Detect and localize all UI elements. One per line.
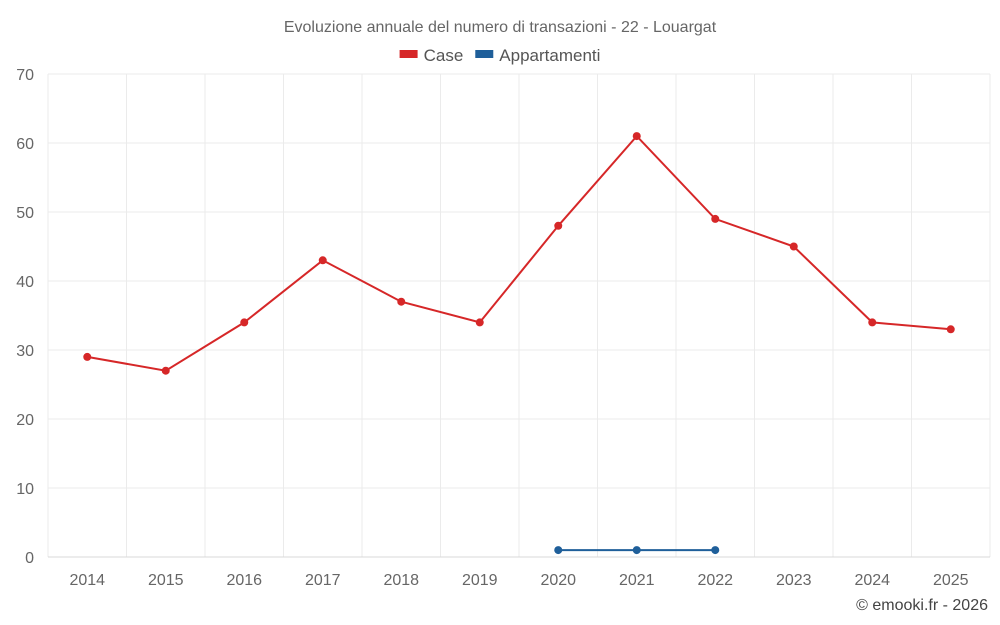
chart-title: Evoluzione annuale del numero di transaz… <box>284 19 717 36</box>
data-point[interactable] <box>83 352 92 361</box>
y-tick-label: 10 <box>16 481 34 498</box>
legend-swatch <box>399 50 418 58</box>
y-tick-label: 70 <box>16 67 34 84</box>
y-tick-label: 30 <box>16 343 34 360</box>
y-axis-ticks: 0 10 20 30 40 50 60 70 <box>16 67 34 567</box>
data-point[interactable] <box>318 256 327 265</box>
data-point[interactable] <box>554 221 563 230</box>
data-point[interactable] <box>632 546 641 555</box>
data-point[interactable] <box>946 325 955 334</box>
y-tick-label: 60 <box>16 136 34 153</box>
x-tick-label: 2020 <box>540 572 576 589</box>
series-line <box>87 134 951 372</box>
data-point[interactable] <box>554 546 563 555</box>
x-tick-label: 2025 <box>933 572 969 589</box>
series-group <box>83 132 955 555</box>
credit-text: © emooki.fr - 2026 <box>856 597 988 614</box>
data-point[interactable] <box>789 242 798 251</box>
y-tick-label: 0 <box>25 550 34 567</box>
y-tick-label: 40 <box>16 274 34 291</box>
x-tick-label: 2021 <box>619 572 655 589</box>
series-1 <box>83 132 955 375</box>
data-point[interactable] <box>475 318 484 327</box>
x-tick-label: 2023 <box>776 572 812 589</box>
x-tick-label: 2024 <box>854 572 890 589</box>
data-point[interactable] <box>711 214 720 223</box>
y-tick-label: 20 <box>16 412 34 429</box>
x-tick-label: 2016 <box>226 572 262 589</box>
x-tick-label: 2015 <box>148 572 184 589</box>
x-tick-label: 2019 <box>462 572 498 589</box>
x-axis-ticks: 2014 2015 2016 2017 2018 2019 2020 2021 2022 2023… <box>69 572 968 589</box>
data-point[interactable] <box>868 318 877 327</box>
x-gridlines <box>47 74 991 557</box>
x-tick-label: 2017 <box>305 572 341 589</box>
x-tick-label: 2018 <box>383 572 419 589</box>
legend: Case Appartamenti <box>399 46 600 65</box>
y-tick-label: 50 <box>16 205 34 222</box>
x-tick-label: 2014 <box>69 572 105 589</box>
data-point[interactable] <box>397 297 406 306</box>
legend-label: Case <box>424 46 464 65</box>
data-point[interactable] <box>632 132 641 141</box>
data-point[interactable] <box>240 318 249 327</box>
data-point[interactable] <box>711 546 720 555</box>
series-2 <box>554 546 720 555</box>
data-point[interactable] <box>161 366 170 375</box>
legend-label: Appartamenti <box>499 46 600 65</box>
legend-swatch <box>475 50 494 58</box>
x-tick-label: 2022 <box>697 572 733 589</box>
